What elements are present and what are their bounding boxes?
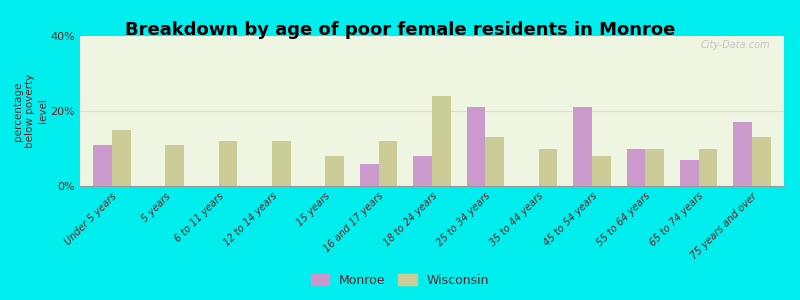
Bar <box>680 160 698 186</box>
Bar <box>466 107 486 186</box>
Bar <box>272 141 290 186</box>
Bar <box>218 141 238 186</box>
Bar <box>538 148 558 186</box>
Bar <box>414 156 432 186</box>
Bar <box>698 148 718 186</box>
Bar <box>752 137 770 186</box>
Bar <box>592 156 610 186</box>
Bar <box>166 145 184 186</box>
Bar <box>432 96 450 186</box>
Bar <box>326 156 344 186</box>
Bar <box>378 141 398 186</box>
Bar <box>112 130 130 186</box>
Bar <box>360 164 378 186</box>
Bar <box>646 148 664 186</box>
Bar <box>626 148 646 186</box>
Bar <box>574 107 592 186</box>
Legend: Monroe, Wisconsin: Monroe, Wisconsin <box>306 270 494 291</box>
Bar <box>94 145 112 186</box>
Y-axis label: percentage
below poverty
level: percentage below poverty level <box>13 74 48 148</box>
Text: City-Data.com: City-Data.com <box>700 40 770 50</box>
Text: Breakdown by age of poor female residents in Monroe: Breakdown by age of poor female resident… <box>125 21 675 39</box>
Bar <box>734 122 752 186</box>
Bar <box>486 137 504 186</box>
